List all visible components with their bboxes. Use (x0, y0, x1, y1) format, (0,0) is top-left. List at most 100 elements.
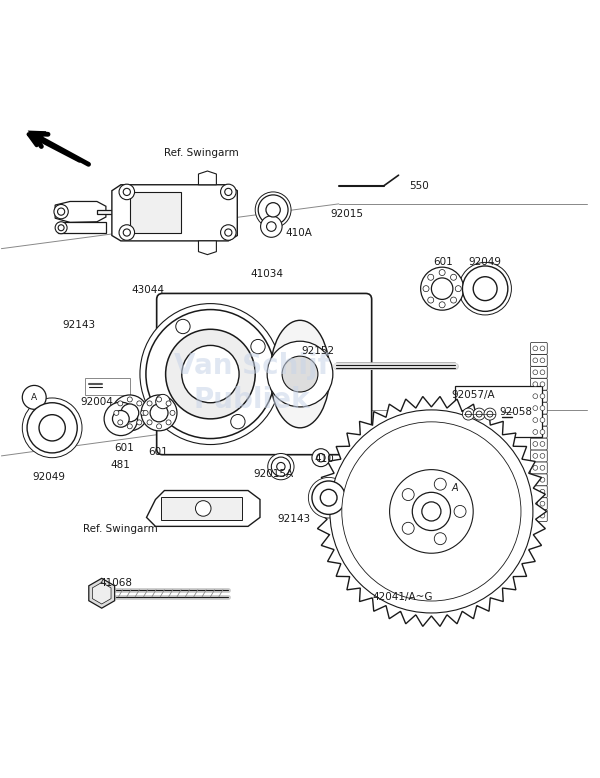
Circle shape (146, 310, 275, 439)
Circle shape (141, 395, 177, 431)
Circle shape (540, 442, 545, 447)
Circle shape (533, 346, 538, 351)
Circle shape (143, 410, 148, 415)
FancyBboxPatch shape (530, 438, 547, 450)
Circle shape (540, 465, 545, 470)
Text: 92057/A: 92057/A (451, 390, 495, 400)
Circle shape (221, 184, 236, 200)
Circle shape (150, 404, 168, 422)
Circle shape (225, 229, 232, 236)
Circle shape (127, 397, 132, 402)
Circle shape (127, 424, 132, 429)
Circle shape (221, 225, 236, 240)
Circle shape (476, 411, 482, 417)
Circle shape (421, 267, 464, 310)
Circle shape (402, 522, 414, 534)
Circle shape (540, 501, 545, 506)
Circle shape (267, 342, 333, 407)
Text: 481: 481 (111, 461, 131, 471)
Circle shape (533, 442, 538, 447)
Circle shape (533, 358, 538, 363)
Circle shape (140, 303, 281, 444)
Circle shape (176, 319, 190, 334)
Ellipse shape (458, 460, 497, 496)
Text: 550: 550 (410, 181, 430, 191)
Circle shape (439, 302, 445, 308)
Circle shape (147, 420, 152, 425)
Circle shape (166, 329, 255, 419)
Ellipse shape (270, 321, 330, 428)
Circle shape (320, 489, 337, 506)
FancyBboxPatch shape (530, 414, 547, 426)
Circle shape (540, 513, 545, 518)
Circle shape (402, 489, 414, 500)
Circle shape (484, 408, 496, 420)
FancyBboxPatch shape (530, 378, 547, 391)
FancyBboxPatch shape (530, 354, 547, 366)
Circle shape (258, 195, 288, 225)
Circle shape (540, 358, 545, 363)
Text: 92015A: 92015A (253, 469, 293, 478)
Text: 92049: 92049 (469, 258, 502, 268)
FancyBboxPatch shape (455, 386, 542, 436)
Ellipse shape (397, 545, 431, 586)
Circle shape (27, 403, 77, 453)
Polygon shape (161, 496, 242, 520)
FancyBboxPatch shape (530, 391, 547, 402)
Polygon shape (112, 184, 237, 241)
Text: 92004: 92004 (80, 397, 113, 407)
FancyBboxPatch shape (530, 498, 547, 510)
Circle shape (533, 454, 538, 458)
Circle shape (455, 286, 461, 292)
Circle shape (39, 415, 65, 441)
Text: 92152: 92152 (301, 346, 334, 356)
Polygon shape (316, 397, 547, 626)
Text: 92049: 92049 (32, 472, 65, 482)
Circle shape (121, 404, 139, 422)
Circle shape (451, 275, 457, 280)
Circle shape (540, 478, 545, 482)
Text: 92058: 92058 (500, 407, 533, 417)
Circle shape (268, 454, 294, 480)
Circle shape (147, 401, 152, 406)
Text: 601: 601 (114, 443, 134, 453)
Circle shape (112, 411, 129, 427)
Circle shape (487, 411, 493, 417)
Text: 92143: 92143 (62, 320, 95, 330)
Circle shape (118, 420, 123, 425)
Ellipse shape (458, 527, 497, 562)
Circle shape (439, 269, 445, 275)
Text: Ref. Swingarm: Ref. Swingarm (83, 524, 158, 534)
Circle shape (104, 402, 137, 436)
Circle shape (466, 411, 472, 417)
Circle shape (317, 454, 325, 462)
Circle shape (533, 429, 538, 434)
Circle shape (451, 297, 457, 303)
Circle shape (422, 502, 441, 521)
Polygon shape (85, 378, 130, 395)
Circle shape (459, 262, 511, 315)
Circle shape (540, 346, 545, 351)
Circle shape (412, 492, 451, 531)
Circle shape (540, 429, 545, 434)
Circle shape (58, 225, 64, 231)
Circle shape (166, 420, 171, 425)
Circle shape (155, 394, 170, 408)
Circle shape (533, 489, 538, 494)
Circle shape (533, 513, 538, 518)
Circle shape (389, 470, 473, 553)
Circle shape (170, 410, 175, 415)
Circle shape (118, 401, 123, 406)
Text: 92015: 92015 (330, 209, 363, 219)
Circle shape (473, 277, 497, 300)
Circle shape (423, 286, 429, 292)
Circle shape (266, 202, 280, 217)
Text: Ref. Swingarm: Ref. Swingarm (164, 148, 239, 158)
Text: 601: 601 (148, 447, 168, 457)
Circle shape (282, 356, 318, 392)
Circle shape (533, 465, 538, 470)
Circle shape (540, 405, 545, 411)
Text: 41068: 41068 (100, 578, 133, 588)
Circle shape (434, 478, 446, 490)
Circle shape (533, 394, 538, 398)
